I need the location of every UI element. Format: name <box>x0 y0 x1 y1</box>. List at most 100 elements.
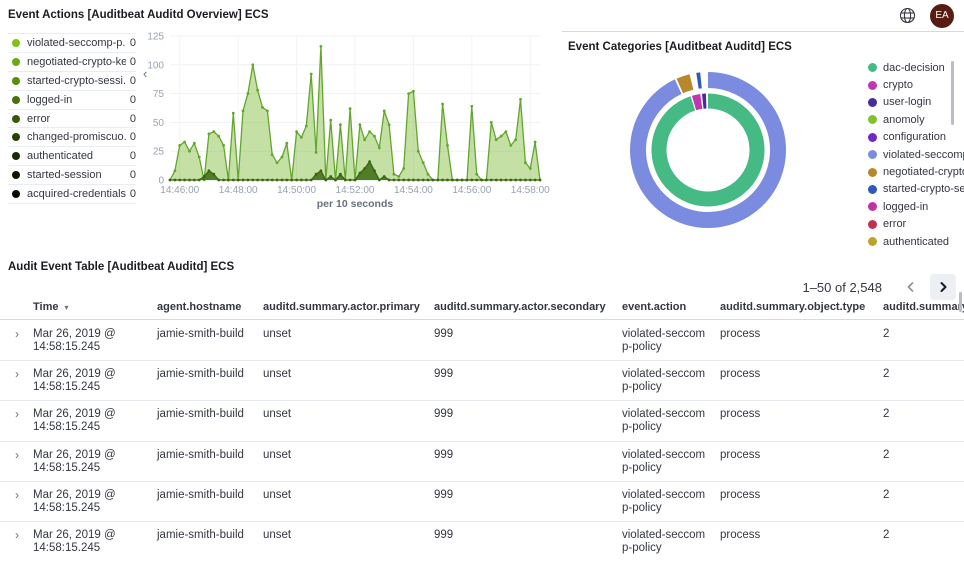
legend-item-label: started-session <box>27 169 102 182</box>
legend-item[interactable]: negotiated-crypto-key 0 <box>8 51 136 71</box>
event-actions-panel: Event Actions [Auditbeat Auditd Overview… <box>0 0 562 222</box>
cell-action: violated-seccomp-policy <box>622 328 706 353</box>
legend-item-value: 0 <box>129 150 136 163</box>
legend-collapse-icon[interactable]: ‹ <box>143 66 148 81</box>
legend-item[interactable]: started-session 0 <box>8 165 136 184</box>
globe-icon-svg <box>899 7 916 24</box>
legend-item[interactable]: started-crypto-se... <box>868 181 964 198</box>
table-scrollbar[interactable] <box>959 292 962 312</box>
column-header-hostname[interactable]: agent.hostname <box>157 301 242 313</box>
cell-time: Mar 26, 2019 @ 14:58:15.245 <box>33 528 116 554</box>
row-expand-icon[interactable]: › <box>15 487 19 502</box>
table-row: › Mar 26, 2019 @ 14:58:15.245 jamie-smit… <box>0 482 964 522</box>
cell-primary: unset <box>263 328 292 340</box>
legend-color-dot <box>868 63 877 73</box>
legend-item[interactable]: anomoly <box>868 111 956 128</box>
legend-item[interactable]: error 0 <box>8 108 136 128</box>
legend-color-dot <box>12 76 20 85</box>
legend-item[interactable]: logged-in 0 <box>8 89 136 109</box>
column-header-secondary[interactable]: auditd.summary.actor.secondary <box>434 301 606 313</box>
nav-right: EA <box>899 3 964 28</box>
legend-item[interactable]: negotiated-crypto... <box>868 163 964 180</box>
column-header-summary[interactable]: auditd.summary <box>883 301 964 313</box>
column-header-primary[interactable]: auditd.summary.actor.primary <box>263 301 420 313</box>
cell-hostname: jamie-smith-build <box>157 368 244 381</box>
audit-table-body: › Mar 26, 2019 @ 14:58:15.245 jamie-smit… <box>0 321 964 561</box>
row-expand-icon[interactable]: › <box>15 327 19 341</box>
legend-item-label: started-crypto-sessi... <box>27 74 126 87</box>
legend-scrollbar[interactable] <box>951 61 954 125</box>
cell-primary: unset <box>263 528 292 541</box>
row-expand-icon[interactable]: › <box>15 407 19 422</box>
svg-text:14:50:00: 14:50:00 <box>277 185 316 196</box>
donut-slice-negotiated-crypto-key[interactable] <box>676 74 694 94</box>
legend-item[interactable]: violated-seccomp-p... 0 <box>8 33 136 52</box>
legend-color-dot <box>868 97 877 107</box>
chart-series-event-count-secondary <box>168 160 542 182</box>
prev-page-button[interactable] <box>898 274 924 300</box>
cell-hostname: jamie-smith-build <box>157 328 244 340</box>
legend-item-label: configuration <box>883 131 946 144</box>
column-header-time[interactable]: Time ▾ <box>33 301 69 313</box>
cell-object-type: process <box>720 448 761 461</box>
legend-item[interactable]: user-login <box>868 94 956 111</box>
legend-item-value: 0 <box>129 74 136 87</box>
legend-item[interactable]: authenticated 0 <box>8 146 136 165</box>
row-expand-icon[interactable]: › <box>15 367 19 382</box>
event-categories-donut-chart[interactable] <box>620 62 796 238</box>
legend-item[interactable]: error <box>868 216 956 233</box>
donut-slice-crypto[interactable] <box>691 94 703 111</box>
cell-hostname: jamie-smith-build <box>157 528 244 541</box>
legend-item-value: 0 <box>129 188 136 201</box>
audit-table-panel: Audit Event Table [Auditbeat Auditd] ECS… <box>0 254 964 561</box>
svg-text:25: 25 <box>153 147 165 158</box>
cell-hostname: jamie-smith-build <box>157 488 244 501</box>
legend-item[interactable]: logged-in <box>868 198 956 215</box>
user-avatar[interactable]: EA <box>930 3 954 28</box>
legend-color-dot <box>868 202 877 212</box>
legend-item-label: logged-in <box>883 200 929 213</box>
legend-item-label: authenticated <box>27 150 94 163</box>
row-expand-icon[interactable]: › <box>15 447 19 462</box>
cell-action: violated-seccomp-policy <box>622 408 706 434</box>
donut-slice-dac-decision[interactable] <box>651 93 765 207</box>
legend-item[interactable]: started-crypto-sessi... 0 <box>8 70 136 90</box>
cell-time: Mar 26, 2019 @ 14:58:15.245 <box>33 448 116 474</box>
legend-item-label: crypto <box>883 79 913 92</box>
cell-summary: 2 <box>883 408 890 421</box>
globe-icon[interactable] <box>899 7 916 24</box>
next-page-button[interactable] <box>930 274 956 300</box>
legend-item[interactable]: dac-decision <box>868 59 956 76</box>
legend-color-dot <box>868 80 877 90</box>
legend-item[interactable]: crypto <box>868 76 956 93</box>
legend-color-dot <box>868 167 877 177</box>
cell-object-type: process <box>720 328 761 340</box>
legend-item[interactable]: violated-seccomp... <box>868 146 964 163</box>
legend-item-value: 0 <box>129 131 136 144</box>
event-categories-panel: Event Categories [Auditbeat Auditd] ECS … <box>562 32 964 254</box>
column-header-action[interactable]: event.action <box>622 301 687 313</box>
table-row: › Mar 26, 2019 @ 14:58:15.245 jamie-smit… <box>0 361 964 402</box>
legend-item-label: started-crypto-se... <box>883 183 964 196</box>
cell-action: violated-seccomp-policy <box>622 368 706 394</box>
legend-item-label: violated-seccomp-p... <box>27 36 126 49</box>
donut-slice-violated-seccomp-policy[interactable] <box>630 72 786 228</box>
row-expand-icon[interactable]: › <box>15 527 19 542</box>
legend-item[interactable]: changed-promiscuo... 0 <box>8 127 136 146</box>
event-actions-area-chart[interactable]: 0 25 50 75 100 125 14:46:00 14:48:00 14:50:00 14:… <box>132 26 564 216</box>
svg-text:14:52:00: 14:52:00 <box>336 185 375 196</box>
legend-item-label: negotiated-crypto-key <box>27 55 126 68</box>
legend-item[interactable]: configuration <box>868 129 956 146</box>
audit-table-header: Time ▾ agent.hostname auditd.summary.actor… <box>0 296 964 320</box>
table-row: › Mar 26, 2019 @ 14:58:15.245 jamie-smit… <box>0 522 964 561</box>
cell-object-type: process <box>720 408 761 421</box>
cell-primary: unset <box>263 488 292 501</box>
column-header-object_type[interactable]: auditd.summary.object.type <box>720 301 866 313</box>
legend-item[interactable]: authenticated <box>868 233 956 250</box>
legend-item[interactable]: acquired-credentials 0 <box>8 184 136 203</box>
cell-primary: unset <box>263 448 292 461</box>
legend-item-label: logged-in <box>27 93 73 106</box>
sort-desc-icon: ▾ <box>64 303 69 312</box>
legend-item-label: changed-promiscuo... <box>27 131 126 144</box>
